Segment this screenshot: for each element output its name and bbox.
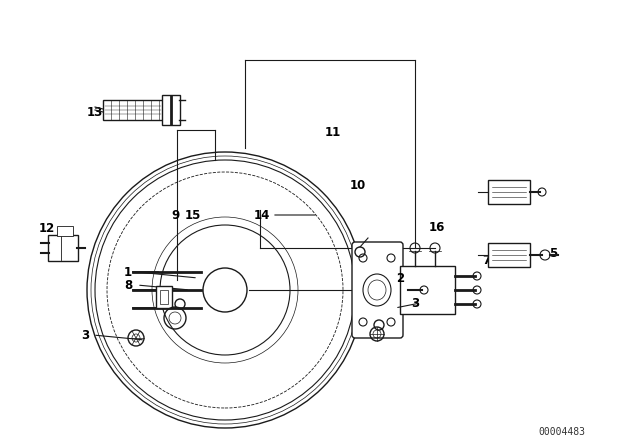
FancyBboxPatch shape xyxy=(400,266,455,314)
Text: 13: 13 xyxy=(87,105,103,119)
FancyBboxPatch shape xyxy=(352,242,403,338)
Text: 5: 5 xyxy=(549,246,557,259)
Bar xyxy=(156,286,172,308)
Text: 4: 4 xyxy=(492,246,500,258)
Text: 11: 11 xyxy=(325,125,341,138)
Text: 12: 12 xyxy=(39,221,55,234)
Text: 3: 3 xyxy=(81,328,89,341)
FancyBboxPatch shape xyxy=(103,100,163,120)
Text: 8: 8 xyxy=(124,279,132,292)
FancyBboxPatch shape xyxy=(488,180,530,204)
Text: 1: 1 xyxy=(124,266,132,279)
FancyBboxPatch shape xyxy=(162,95,180,125)
Text: 00004483: 00004483 xyxy=(538,427,586,437)
Text: 7: 7 xyxy=(482,254,490,267)
Text: 15: 15 xyxy=(185,208,201,221)
Text: 9: 9 xyxy=(172,208,180,221)
Bar xyxy=(160,290,168,304)
FancyBboxPatch shape xyxy=(488,243,530,267)
Text: 2: 2 xyxy=(396,271,404,284)
FancyBboxPatch shape xyxy=(57,226,73,236)
Text: 14: 14 xyxy=(254,208,270,221)
Text: 6: 6 xyxy=(496,185,504,198)
Text: 10: 10 xyxy=(350,178,366,191)
Text: 16: 16 xyxy=(429,220,445,233)
Text: 3: 3 xyxy=(411,297,419,310)
FancyBboxPatch shape xyxy=(48,235,78,261)
